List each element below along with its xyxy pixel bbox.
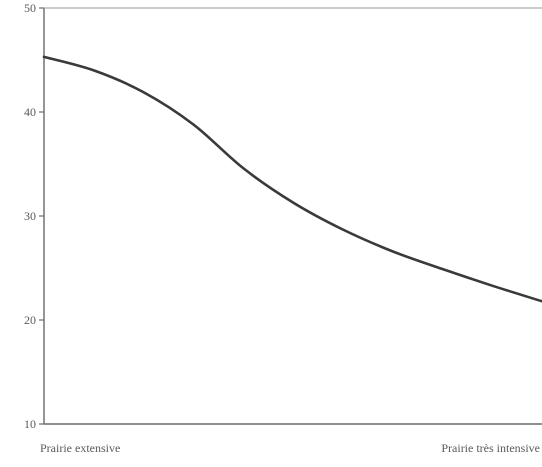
x-axis: Prairie extensive Prairie très intensive — [40, 441, 540, 455]
series-group — [42, 55, 542, 303]
x-tick-label-start: Prairie extensive — [40, 441, 120, 455]
y-tick-label: 40 — [24, 105, 36, 119]
y-tick-label: 50 — [24, 1, 36, 15]
plot-frame — [43, 7, 542, 425]
y-tick-label: 30 — [24, 209, 36, 223]
y-tick-label: 20 — [24, 313, 36, 327]
series-line-0 — [42, 55, 542, 303]
y-tick-label: 10 — [24, 417, 36, 431]
x-tick-label-end: Prairie très intensive — [441, 441, 540, 455]
y-axis: 10 20 30 40 50 — [24, 1, 44, 431]
